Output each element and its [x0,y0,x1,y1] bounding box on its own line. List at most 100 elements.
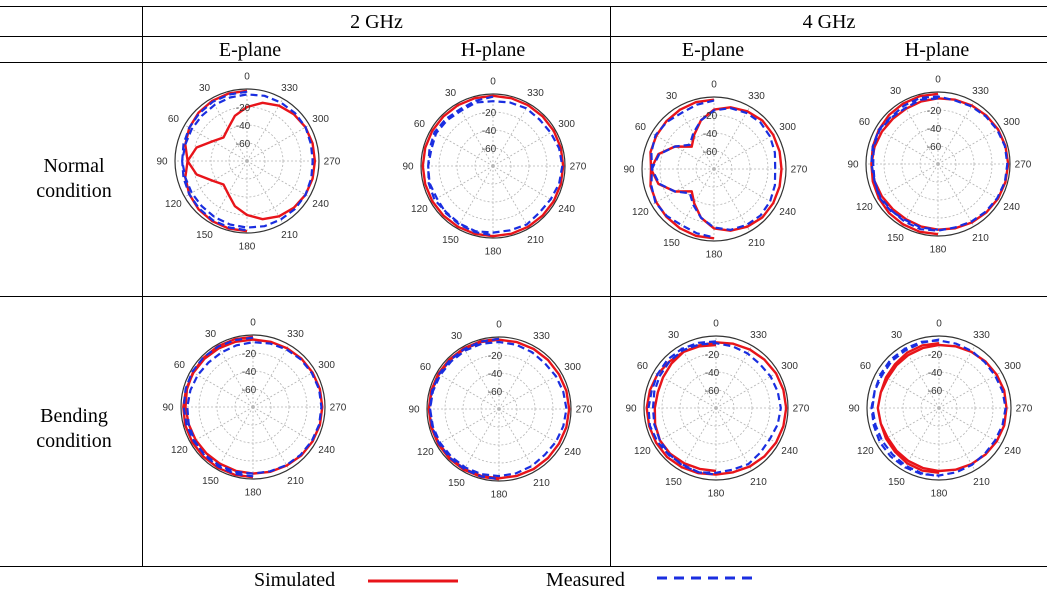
grid-spoke [492,129,556,167]
series-measured-line [427,95,564,237]
radial-tick-label: -60 [705,386,720,397]
angle-tick-label: 120 [165,199,182,210]
angle-tick-label: 330 [972,86,989,97]
angle-tick-label: 210 [281,230,298,241]
radial-tick-label: -40 [703,129,718,140]
angle-tick-label: 120 [171,445,188,456]
angle-tick-label: 30 [445,88,457,99]
angle-tick-label: 0 [496,320,502,331]
angle-tick-label: 330 [533,331,550,342]
grid-spoke [875,163,939,201]
angle-tick-label: 300 [781,361,798,372]
grid-spoke [430,165,494,203]
angle-tick-label: 240 [318,445,335,456]
angle-tick-label: 270 [324,157,341,168]
grid-spoke [938,371,1002,409]
angle-tick-label: 180 [930,245,947,256]
angle-tick-label: 150 [663,238,680,249]
angle-tick-label: 240 [779,207,796,218]
grid-spoke [456,165,494,229]
angle-tick-label: 0 [244,72,250,83]
outer-ring [420,93,566,239]
angle-tick-label: 90 [623,165,635,176]
plane-header-divider [0,62,1047,63]
angle-tick-label: 180 [931,489,948,500]
angle-tick-label: 180 [706,250,723,261]
radial-tick-label: -20 [236,103,251,114]
outer-ring [180,334,326,480]
angle-tick-label: 240 [781,446,798,457]
angle-tick-label: 210 [533,478,550,489]
angle-tick-label: 150 [202,476,219,487]
grid-spoke [252,406,316,444]
grid-spoke [677,168,715,232]
angle-tick-label: 90 [162,403,174,414]
header-divider [0,36,1047,37]
polar-plot: -20 -40 -60 0 30 60 90 120 150 180 210 240 270 300 330 [625,319,810,500]
angle-tick-label: 270 [791,165,808,176]
radial-tick-label: -20 [703,111,718,122]
series-measured-line [429,337,568,481]
grid-spoke [184,160,248,198]
angle-tick-label: 330 [973,330,990,341]
angle-tick-label: 30 [668,330,680,341]
radial-tick-label: -40 [236,121,251,132]
frequency-column-divider [610,6,611,566]
outer-ring [866,335,1012,481]
radial-tick-label: -20 [705,350,720,361]
angle-tick-label: 240 [558,204,575,215]
angle-tick-label: 60 [414,119,426,130]
angle-tick-label: 150 [196,230,213,241]
angle-tick-label: 150 [665,477,682,488]
angle-tick-label: 0 [935,75,941,86]
legend-simulated-line [368,579,458,583]
angle-tick-label: 270 [793,404,810,415]
angle-tick-label: 60 [420,362,432,373]
outer-ring [641,96,787,242]
grid-spoke [190,406,254,444]
grid-spoke [715,371,779,409]
angle-tick-label: 300 [558,119,575,130]
grid-spoke [901,163,939,227]
angle-tick-label: 210 [287,476,304,487]
plane-header-2ghz-h: H-plane [460,39,526,61]
grid-spoke [653,407,717,445]
outer-ring [174,88,320,234]
angle-tick-label: 270 [570,162,587,173]
grid-spoke [651,132,715,170]
radial-tick-label: -60 [928,386,943,397]
grid-spoke [651,168,715,206]
series-simulated-line [645,341,788,476]
angle-tick-label: 120 [857,446,874,457]
angle-tick-label: 150 [448,478,465,489]
angle-tick-label: 240 [1003,202,1020,213]
angle-tick-label: 30 [199,83,211,94]
angle-tick-label: 270 [1016,404,1033,415]
legend-measured-label: Measured [546,569,625,591]
radial-tick-label: -60 [488,387,503,398]
series-simulated-line [427,337,571,481]
polar-plot: -20 -40 -60 0 30 60 90 120 150 180 210 240 270 300 330 [156,72,341,253]
angle-tick-label: 0 [936,319,942,330]
angle-tick-label: 210 [972,233,989,244]
radial-tick-label: -40 [927,124,942,135]
series-measured-line [870,338,1007,478]
angle-tick-label: 30 [451,331,463,342]
angle-tick-label: 60 [637,361,649,372]
polar-plot: -20 -40 -60 0 30 60 90 120 150 180 210 240 270 300 330 [162,318,346,499]
angle-tick-label: 330 [750,330,767,341]
angle-tick-label: 0 [711,80,717,91]
grid-spoke [679,407,717,471]
angle-tick-label: 330 [527,88,544,99]
frequency-header-2ghz: 2 GHz [350,11,403,33]
angle-tick-label: 180 [708,489,725,500]
angle-tick-label: 210 [527,235,544,246]
grid-spoke [713,132,777,170]
angle-tick-label: 0 [250,318,256,329]
radial-tick-label: -40 [482,126,497,137]
angle-tick-label: 210 [973,477,990,488]
label-column-divider [142,6,143,566]
grid-spoke [246,124,310,162]
grid-spoke [713,168,777,206]
series-simulated-line [184,89,317,233]
